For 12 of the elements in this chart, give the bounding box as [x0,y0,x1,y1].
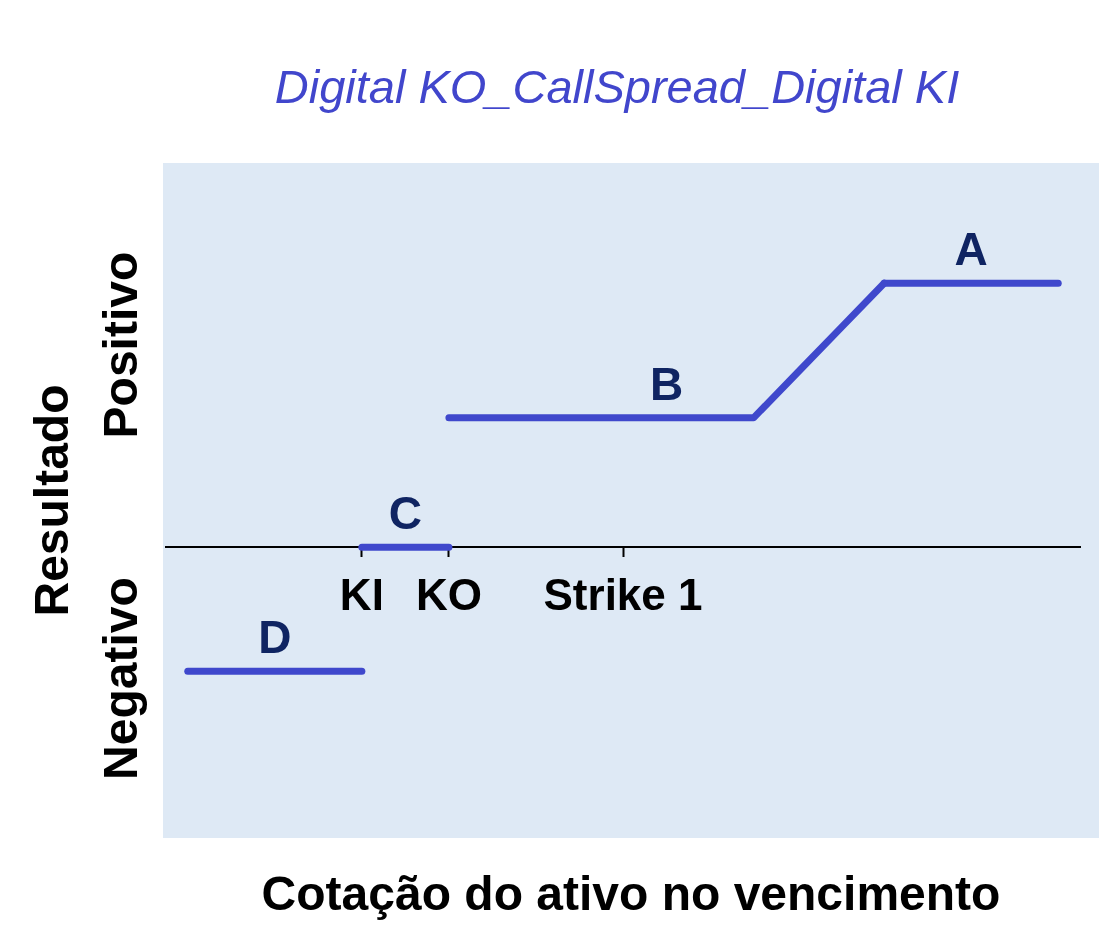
x-tick-label: KI [339,569,384,619]
series-label: D [258,611,292,664]
chart-title: Digital KO_CallSpread_Digital KI [274,60,960,113]
series-label: C [388,487,422,540]
y-axis-title: Resultado [25,384,78,617]
text: Positivo [94,251,147,439]
x-tick-label: KO [415,569,482,619]
text: Negativo [94,577,147,780]
x-tick-label: Strike 1 [543,569,703,619]
series-label: B [649,357,684,410]
series-label: A [954,223,988,276]
x-axis-title: Cotação do ativo no vencimento [261,867,1001,920]
